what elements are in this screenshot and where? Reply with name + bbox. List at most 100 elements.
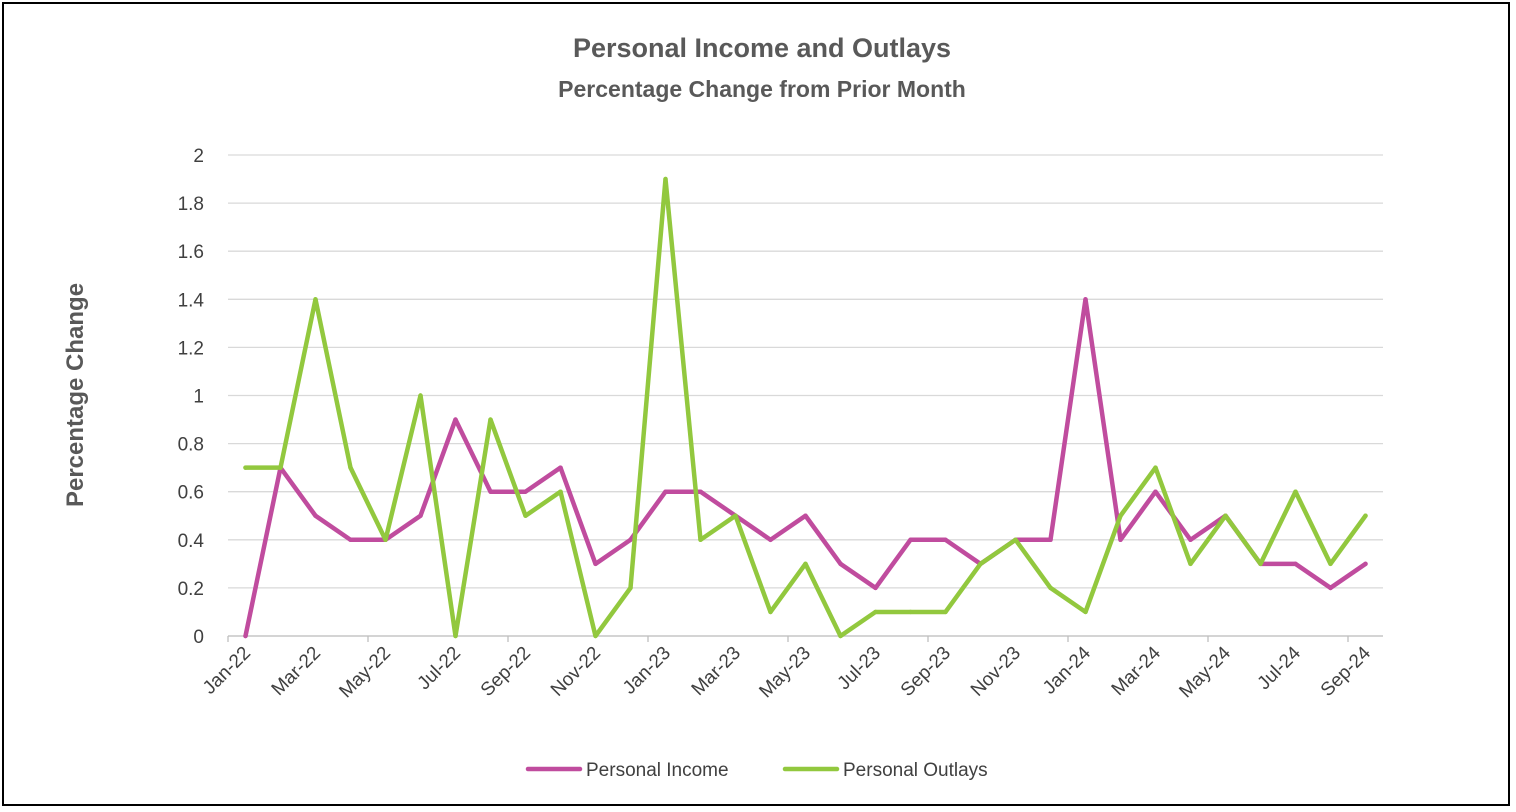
x-tick-label: May-24 [1175, 642, 1235, 702]
data-point-personal-outlays [768, 609, 773, 615]
x-tick-label: Mar-24 [1108, 642, 1166, 700]
x-tick-label: Jul-22 [414, 643, 465, 694]
y-axis-label: Percentage Change [62, 283, 89, 507]
data-point-personal-outlays [698, 537, 703, 542]
y-tick-label: 1.6 [178, 242, 204, 263]
legend-label-personal-outlays: Personal Outlays [843, 760, 988, 781]
x-tick-label: Nov-22 [547, 643, 605, 701]
data-point-personal-outlays [1223, 513, 1228, 518]
data-point-personal-income [558, 465, 563, 470]
data-point-personal-income [768, 537, 773, 542]
series-layer [243, 176, 1368, 639]
data-point-personal-income [1188, 537, 1193, 542]
data-point-personal-outlays [278, 465, 283, 470]
legend-label-personal-income: Personal Income [586, 760, 729, 781]
data-point-personal-income [1153, 489, 1158, 494]
data-point-personal-income [628, 537, 633, 542]
data-point-personal-income [803, 513, 808, 518]
data-point-personal-income [488, 489, 493, 494]
data-point-personal-outlays [873, 609, 878, 615]
data-point-personal-outlays [383, 537, 388, 542]
data-point-personal-outlays [663, 176, 668, 182]
data-point-personal-income [348, 537, 353, 542]
x-tick-label: May-23 [755, 643, 815, 703]
data-point-personal-outlays [1188, 561, 1193, 567]
data-point-personal-outlays [628, 585, 633, 591]
x-tick-label: May-22 [335, 643, 395, 703]
data-point-personal-income [1083, 297, 1088, 302]
x-tick-label: Mar-23 [688, 643, 745, 700]
series-line-personal-income [243, 297, 1368, 639]
y-tick-label: 0 [193, 627, 204, 648]
data-point-personal-outlays [1258, 561, 1263, 567]
data-point-personal-outlays [1083, 609, 1088, 615]
data-point-personal-outlays [1048, 585, 1053, 591]
chart-title: Personal Income and Outlays [573, 33, 951, 63]
data-point-personal-outlays [1363, 513, 1368, 518]
data-point-personal-outlays [1013, 537, 1018, 542]
x-tick-label: Sep-22 [477, 643, 535, 701]
x-tick-label: Jan-24 [1039, 642, 1095, 698]
x-tick-label: Nov-23 [967, 643, 1025, 701]
data-point-personal-outlays [803, 561, 808, 567]
data-point-personal-outlays [943, 609, 948, 615]
data-point-personal-outlays [488, 417, 493, 422]
x-tick-label: Jan-22 [199, 643, 255, 699]
data-point-personal-income [453, 417, 458, 422]
x-tick-label: Jul-23 [834, 643, 885, 694]
y-axis-ticks: 0 0.2 0.4 0.6 0.8 1 1.2 1.4 1.6 1.8 2 [178, 146, 205, 648]
data-point-personal-outlays [348, 465, 353, 470]
data-point-personal-outlays [523, 513, 528, 518]
data-point-personal-outlays [1293, 489, 1298, 494]
y-tick-label: 0.4 [178, 531, 205, 552]
data-point-personal-income [1328, 585, 1333, 591]
y-tick-label: 0.8 [178, 435, 204, 456]
data-point-personal-income [593, 561, 598, 567]
data-point-personal-outlays [418, 393, 423, 398]
data-point-personal-outlays [1118, 513, 1123, 518]
data-point-personal-income [1363, 561, 1368, 567]
x-tick-label: Sep-23 [897, 643, 955, 701]
x-axis: Jan-22 Mar-22 May-22 Jul-22 Sep-22 Nov-22 Jan-… [199, 635, 1383, 703]
data-point-personal-outlays [733, 513, 738, 518]
x-tick-label: Sep-24 [1317, 642, 1375, 700]
data-point-personal-outlays [978, 561, 983, 567]
data-point-personal-outlays [908, 609, 913, 615]
data-point-personal-outlays [453, 633, 458, 639]
data-point-personal-income [1293, 561, 1298, 567]
chart-subtitle: Percentage Change from Prior Month [558, 76, 966, 102]
data-point-personal-outlays [313, 297, 318, 302]
data-point-personal-outlays [593, 633, 598, 639]
data-point-personal-income [698, 489, 703, 494]
data-point-personal-outlays [243, 465, 248, 470]
y-tick-label: 1.4 [178, 290, 205, 311]
data-point-personal-income [943, 537, 948, 542]
data-point-personal-income [908, 537, 913, 542]
data-point-personal-income [663, 489, 668, 494]
data-point-personal-outlays [1328, 561, 1333, 567]
data-point-personal-income [243, 633, 248, 639]
data-point-personal-outlays [838, 633, 843, 639]
y-tick-label: 1 [193, 387, 204, 408]
data-point-personal-income [523, 489, 528, 494]
x-tick-label: Jul-24 [1254, 642, 1306, 694]
data-point-personal-income [313, 513, 318, 518]
x-tick-label: Mar-22 [268, 643, 325, 700]
data-point-personal-outlays [1153, 465, 1158, 470]
data-point-personal-income [1118, 537, 1123, 542]
y-tick-label: 1.2 [178, 338, 204, 359]
data-point-personal-income [873, 585, 878, 591]
y-tick-label: 0.2 [178, 579, 204, 600]
legend: Personal Income Personal Outlays [525, 760, 988, 781]
y-tick-label: 1.8 [178, 194, 204, 215]
y-tick-label: 0.6 [178, 483, 204, 504]
x-tick-label: Jan-23 [619, 643, 675, 699]
data-point-personal-outlays [558, 489, 563, 494]
y-tick-label: 2 [193, 146, 204, 167]
series-line-personal-outlays [243, 176, 1368, 639]
data-point-personal-income [418, 513, 423, 518]
data-point-personal-income [838, 561, 843, 567]
data-point-personal-income [1048, 537, 1053, 542]
